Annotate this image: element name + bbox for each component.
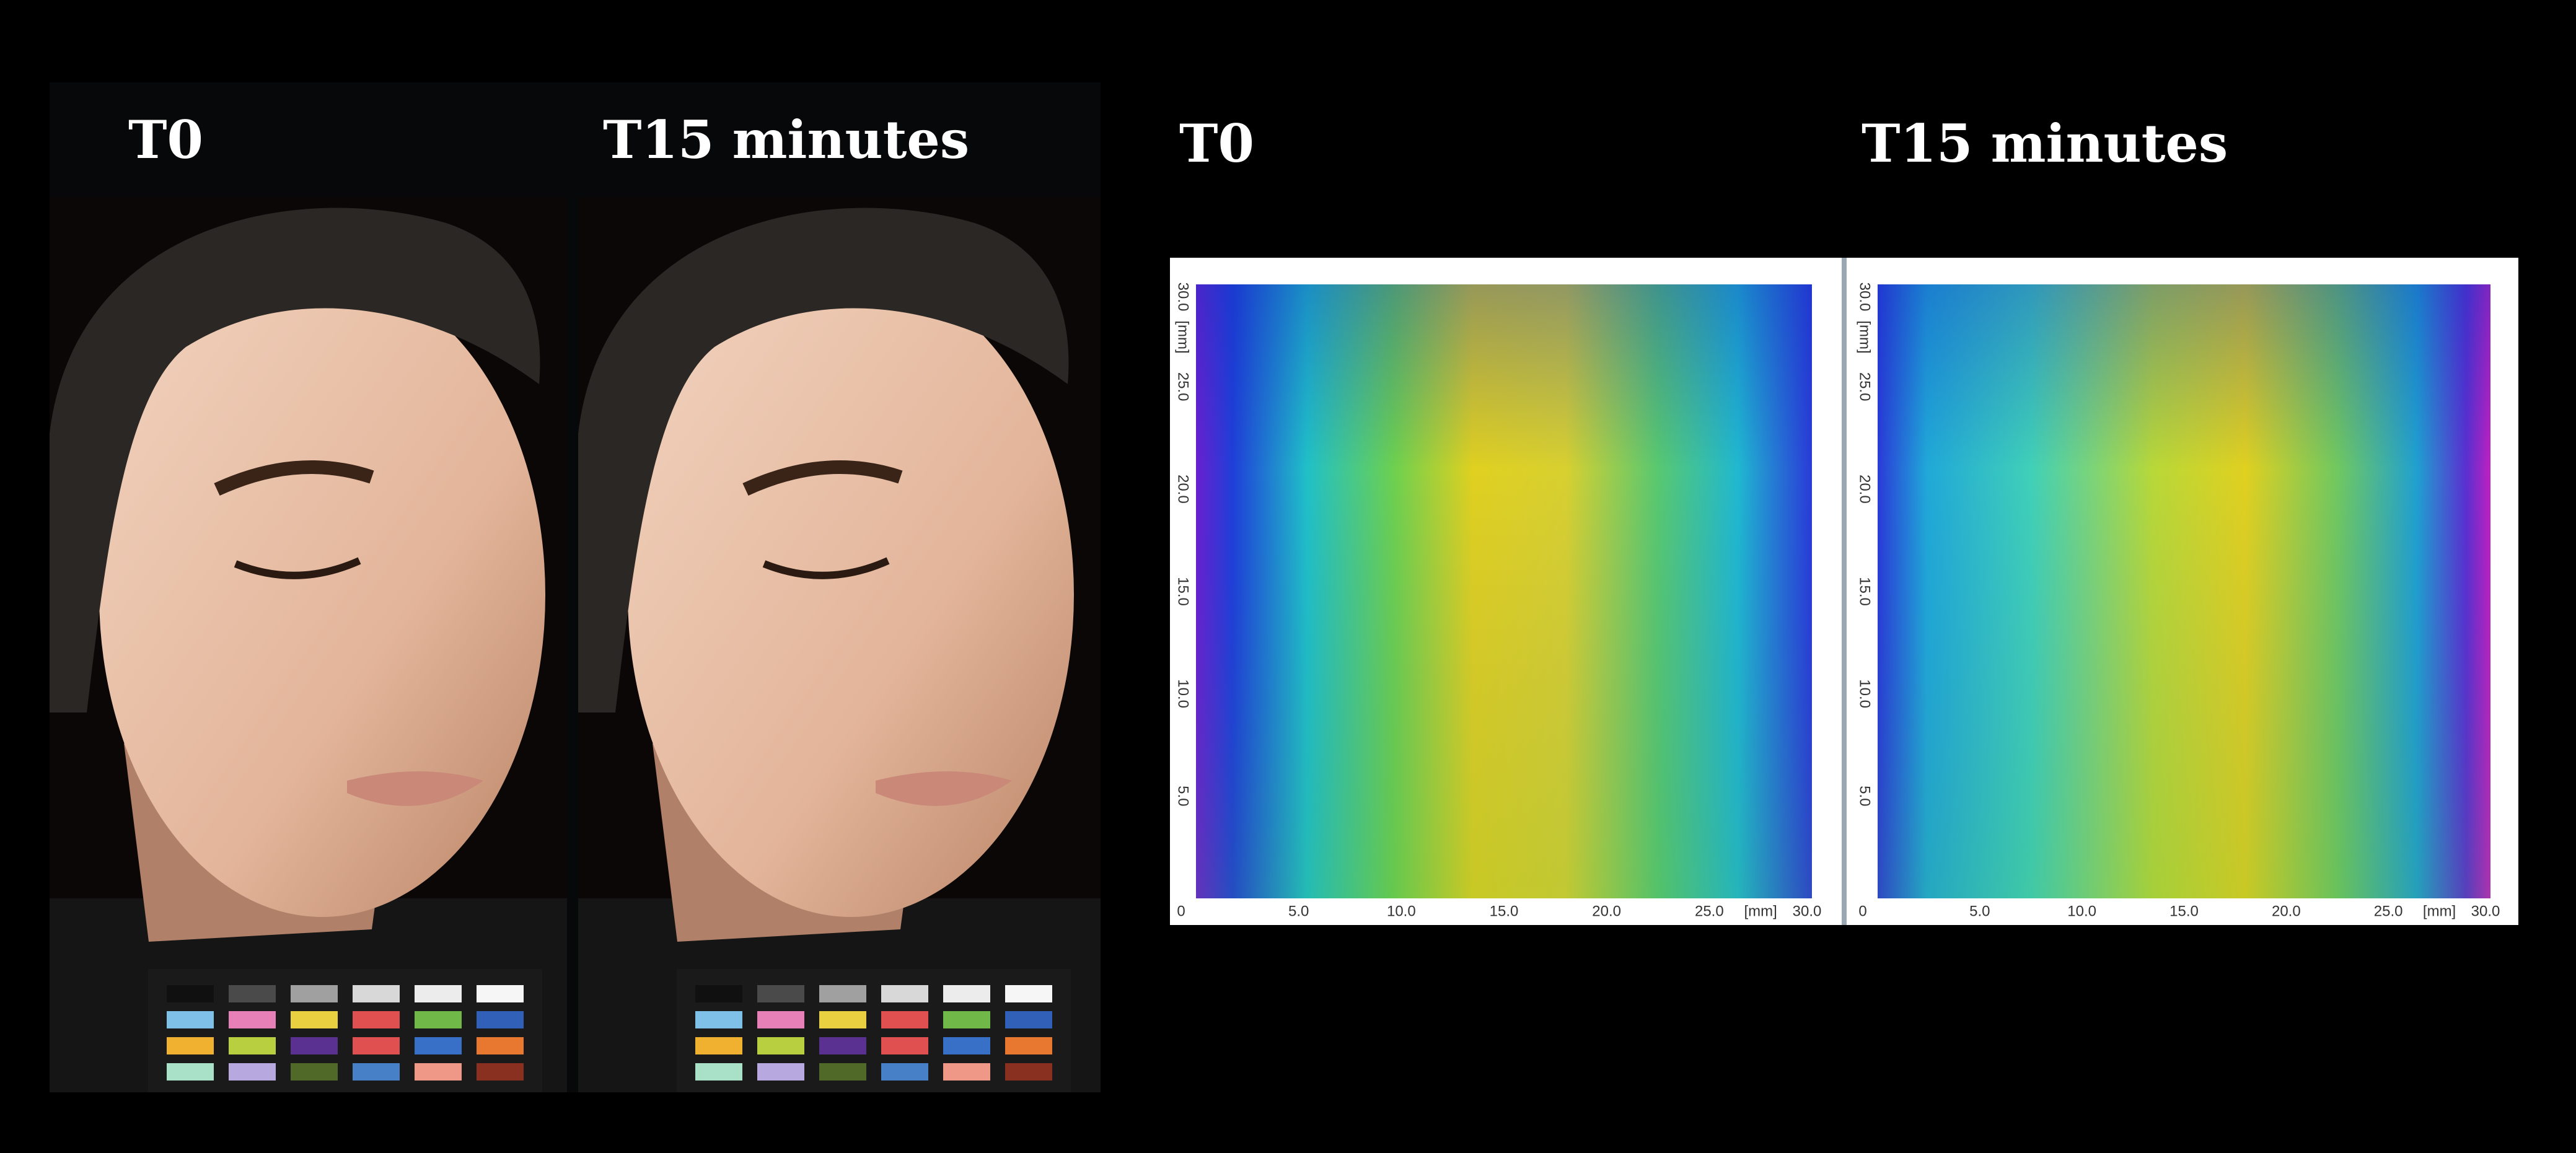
color-patch bbox=[291, 1063, 338, 1081]
color-patch bbox=[695, 985, 742, 1002]
color-patch bbox=[881, 985, 928, 1002]
color-patch bbox=[819, 1037, 866, 1054]
map-shade bbox=[1878, 284, 2490, 898]
x-axis-label: 15.0 bbox=[1490, 903, 1519, 919]
x-axis-label: 5.0 bbox=[1288, 903, 1309, 919]
face bbox=[628, 273, 1074, 917]
color-patch bbox=[881, 1011, 928, 1028]
y-axis-label: 15.0 bbox=[1175, 577, 1192, 606]
x-axis-label: 30.0 bbox=[1793, 903, 1822, 919]
color-patch bbox=[1005, 1037, 1052, 1054]
y-axis-label: 5.0 bbox=[1857, 786, 1873, 806]
eye bbox=[234, 557, 361, 579]
color-patch bbox=[353, 1011, 400, 1028]
color-patch bbox=[415, 1011, 462, 1028]
color-patch bbox=[291, 1011, 338, 1028]
color-patch bbox=[943, 985, 990, 1002]
color-patch bbox=[477, 1063, 524, 1081]
y-axis-label: 5.0 bbox=[1175, 786, 1192, 806]
map-label: T15 minutes bbox=[1862, 113, 2228, 174]
color-patch bbox=[167, 985, 214, 1002]
hair-cap bbox=[578, 208, 1069, 712]
photo-label: T15 minutes bbox=[603, 109, 969, 170]
color-patch bbox=[819, 1011, 866, 1028]
color-patch bbox=[757, 1011, 804, 1028]
photo-label: T0 bbox=[128, 109, 203, 170]
color-patch bbox=[291, 1037, 338, 1054]
y-axis-label: 30.0 bbox=[1175, 283, 1192, 312]
color-patch bbox=[291, 985, 338, 1002]
color-patch bbox=[477, 1037, 524, 1054]
color-patch bbox=[1005, 1063, 1052, 1081]
y-axis-label: [mm] bbox=[1857, 320, 1873, 353]
x-axis-label: 20.0 bbox=[1592, 903, 1621, 919]
color-patch bbox=[167, 1063, 214, 1081]
y-axis-label: 10.0 bbox=[1857, 679, 1873, 708]
y-axis-label: [mm] bbox=[1175, 320, 1192, 353]
color-patch bbox=[353, 1037, 400, 1054]
color-patch bbox=[229, 985, 276, 1002]
color-patch bbox=[1005, 1011, 1052, 1028]
color-patch bbox=[415, 1063, 462, 1081]
x-axis-label: 10.0 bbox=[1387, 903, 1416, 919]
color-patch bbox=[757, 1063, 804, 1081]
color-patch bbox=[819, 1063, 866, 1081]
color-patch bbox=[229, 1011, 276, 1028]
y-axis-label: 25.0 bbox=[1857, 372, 1873, 401]
map-shade bbox=[1196, 284, 1812, 898]
x-axis-label: 0 bbox=[1858, 903, 1866, 919]
lips bbox=[347, 771, 483, 806]
y-axis-label: 30.0 bbox=[1857, 283, 1873, 312]
color-patch bbox=[943, 1037, 990, 1054]
color-patch bbox=[353, 985, 400, 1002]
face-photo bbox=[50, 197, 567, 1092]
eyebrow bbox=[214, 460, 374, 496]
color-patch bbox=[477, 1011, 524, 1028]
color-patch bbox=[881, 1063, 928, 1081]
color-patch bbox=[943, 1011, 990, 1028]
y-axis-label: 10.0 bbox=[1175, 679, 1192, 708]
color-patch bbox=[415, 1037, 462, 1054]
hair-cap bbox=[50, 208, 540, 712]
color-patch bbox=[757, 1037, 804, 1054]
x-axis-label: 15.0 bbox=[2169, 903, 2199, 919]
x-axis-label: 20.0 bbox=[2272, 903, 2301, 919]
x-axis-label: [mm] bbox=[1744, 903, 1777, 919]
y-axis-label: 15.0 bbox=[1857, 577, 1873, 606]
x-axis-label: 25.0 bbox=[2374, 903, 2403, 919]
color-patch bbox=[229, 1063, 276, 1081]
lips bbox=[876, 771, 1012, 806]
y-axis-label: 25.0 bbox=[1175, 372, 1192, 401]
color-patch bbox=[415, 985, 462, 1002]
face-photo bbox=[578, 197, 1101, 1092]
map-label: T0 bbox=[1179, 113, 1254, 174]
color-patch bbox=[695, 1063, 742, 1081]
eye bbox=[762, 557, 890, 579]
map-divider bbox=[1842, 258, 1847, 925]
color-patch bbox=[477, 985, 524, 1002]
x-axis-label: 0 bbox=[1177, 903, 1185, 919]
x-axis-label: [mm] bbox=[2423, 903, 2456, 919]
color-patch bbox=[167, 1037, 214, 1054]
x-axis-label: 30.0 bbox=[2471, 903, 2500, 919]
color-patch bbox=[353, 1063, 400, 1081]
color-patch bbox=[1005, 985, 1052, 1002]
color-patch bbox=[757, 985, 804, 1002]
color-patch bbox=[695, 1011, 742, 1028]
x-axis-label: 5.0 bbox=[1969, 903, 1990, 919]
eyebrow bbox=[742, 460, 903, 496]
face bbox=[99, 273, 545, 917]
x-axis-label: 25.0 bbox=[1695, 903, 1724, 919]
color-patch bbox=[695, 1037, 742, 1054]
color-patch bbox=[881, 1037, 928, 1054]
y-axis-label: 20.0 bbox=[1857, 475, 1873, 504]
color-patch bbox=[819, 985, 866, 1002]
x-axis-label: 10.0 bbox=[2067, 903, 2096, 919]
y-axis-label: 20.0 bbox=[1175, 475, 1192, 504]
color-patch bbox=[167, 1011, 214, 1028]
color-patch bbox=[943, 1063, 990, 1081]
color-patch bbox=[229, 1037, 276, 1054]
